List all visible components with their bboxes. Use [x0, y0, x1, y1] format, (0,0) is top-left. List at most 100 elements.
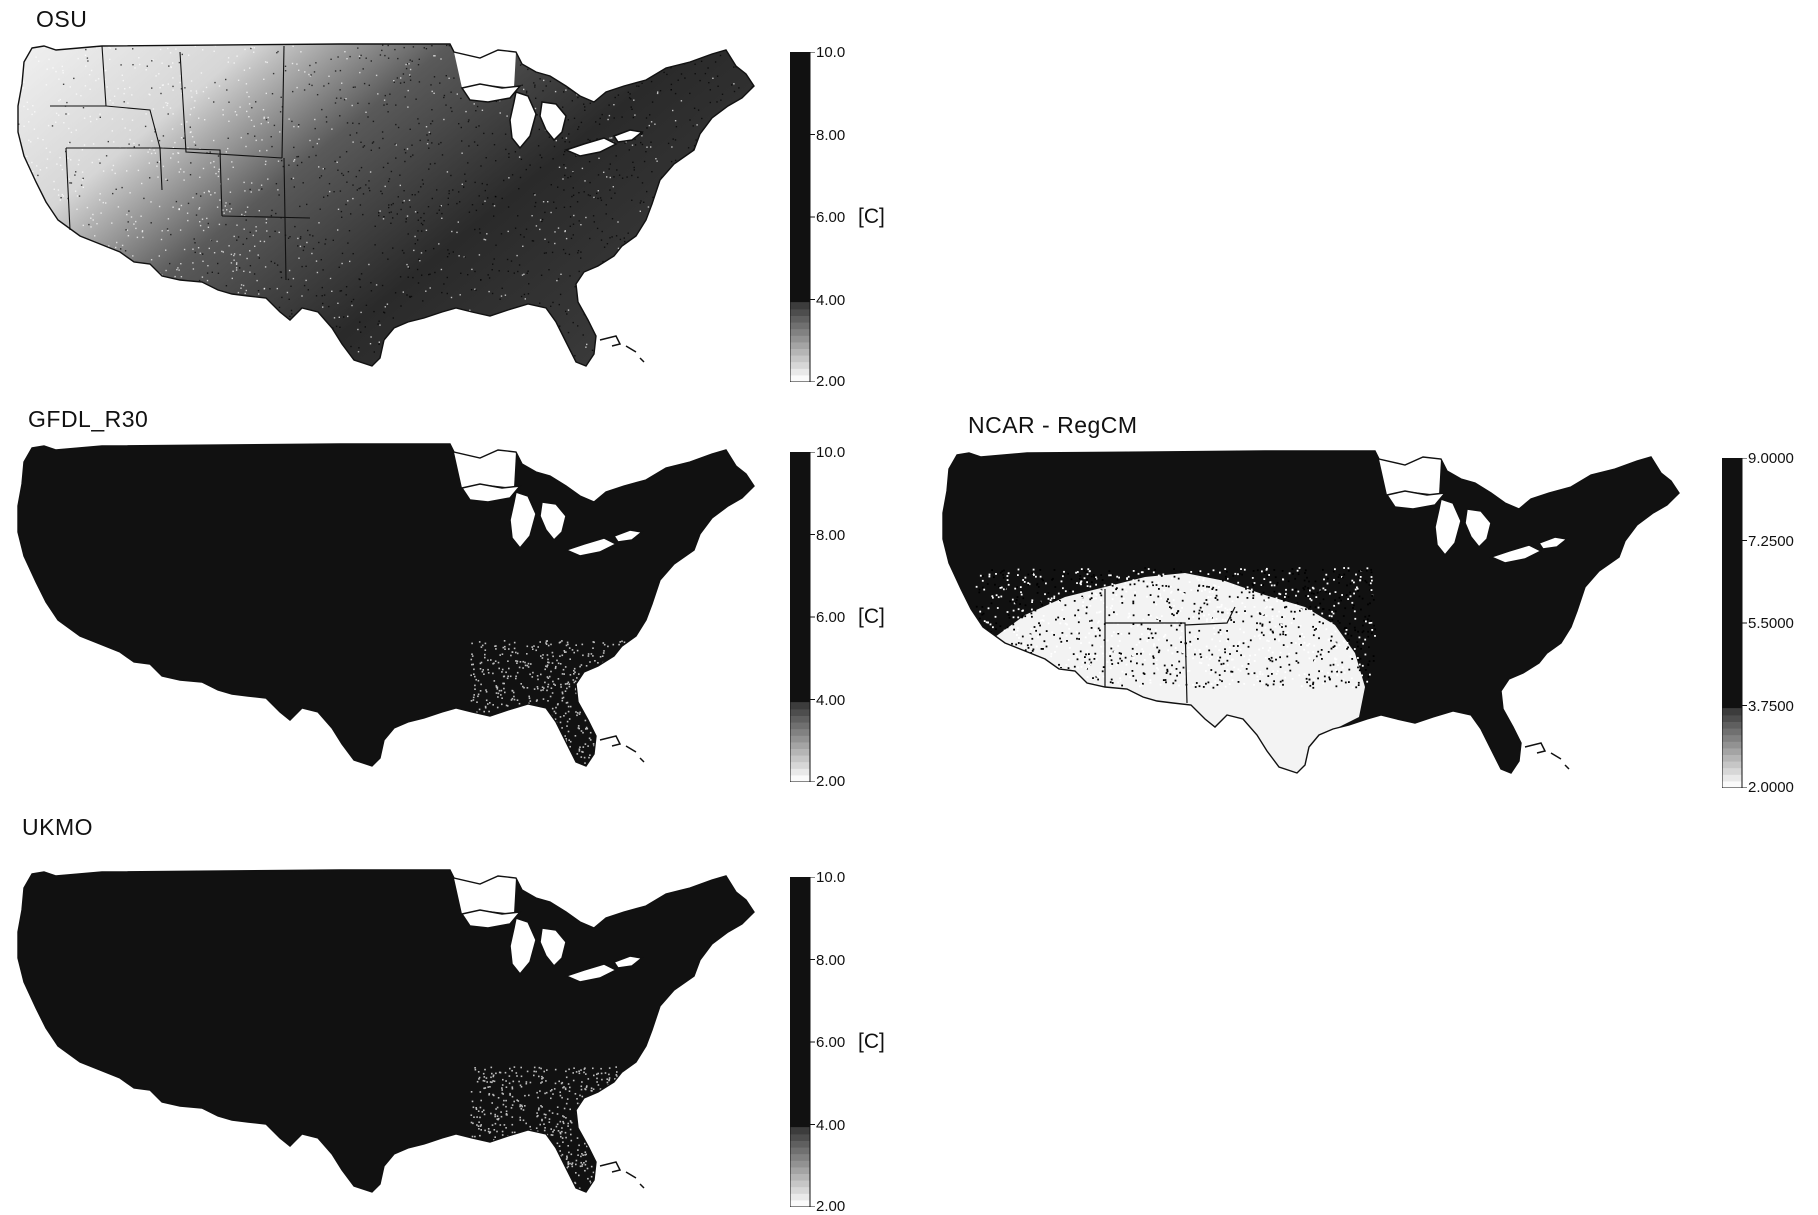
colorbar-step	[1722, 741, 1742, 749]
colorbar-step	[790, 1200, 810, 1207]
colorbar-step	[790, 1141, 810, 1149]
great-lake	[539, 501, 567, 542]
colorbar-step	[790, 735, 810, 743]
colorbar-unit: [C]	[858, 605, 885, 628]
great-lake	[563, 537, 618, 557]
colorbar: 9.0000 7.2500 5.5000 3.7500 2.0000	[1722, 451, 1818, 795]
colorbar-step	[790, 1187, 810, 1195]
colorbar-tick-label: 4.00	[816, 291, 846, 309]
state-border	[281, 45, 285, 159]
colorbar-dark	[790, 877, 810, 1128]
panel-title: NCAR - RegCM	[968, 412, 1138, 438]
colorbar-step	[790, 1154, 810, 1162]
colorbar-step	[790, 1127, 810, 1135]
great-lake	[539, 927, 567, 968]
colorbar-tick-label: 2.00	[816, 373, 846, 390]
state-border	[105, 105, 161, 149]
great-lake	[1537, 536, 1569, 550]
colorbar: 10.0 8.00 6.00 4.00 2.00 [C]	[790, 445, 890, 789]
colorbar-tick-label: 8.00	[816, 951, 846, 969]
map-fill	[18, 44, 754, 366]
colorbar-step	[1722, 748, 1742, 756]
florida-keys	[599, 1161, 645, 1189]
us-outline	[17, 443, 755, 767]
map-fill	[18, 870, 754, 1192]
colorbar-step	[790, 309, 810, 317]
colorbar-step	[1722, 728, 1742, 736]
colorbar-step	[790, 749, 810, 757]
shaded-region	[18, 444, 754, 766]
colorbar-step	[790, 368, 810, 376]
colorbar-step	[790, 722, 810, 730]
colorbar-bar	[790, 877, 815, 1207]
colorbar-tick-label: 4.00	[816, 691, 846, 709]
shaded-region	[18, 44, 754, 366]
colorbar-step	[790, 375, 810, 382]
colorbar-tick-label: 10.0	[816, 44, 846, 61]
great-lake	[1464, 508, 1492, 549]
colorbar-tick-label: 2.00	[816, 773, 846, 790]
great-lake	[1434, 498, 1462, 557]
colorbar-step	[790, 302, 810, 310]
colorbar-step	[790, 775, 810, 782]
state-border	[283, 157, 287, 281]
us-outline	[17, 43, 755, 367]
colorbar-dark	[790, 452, 810, 703]
colorbar-step	[790, 1160, 810, 1168]
great-lake	[563, 137, 618, 157]
great-lake	[460, 909, 522, 929]
colorbar-step	[790, 716, 810, 724]
colorbar-tick-label: 10.0	[816, 444, 846, 461]
us-outline	[17, 869, 755, 1193]
colorbar-dark	[1722, 458, 1742, 709]
state-border	[179, 51, 283, 159]
us-map	[17, 443, 755, 767]
panel-title: GFDL_R30	[28, 406, 149, 432]
us-map	[17, 43, 755, 367]
colorbar-unit: [C]	[858, 205, 885, 228]
colorbar-tick-label: 6.00	[816, 1034, 846, 1051]
colorbar-tick-label: 8.00	[816, 126, 846, 144]
great-lake	[612, 529, 644, 543]
panel-title: OSU	[36, 6, 88, 32]
great-lake	[563, 963, 618, 983]
colorbar-step	[790, 742, 810, 750]
colorbar-step	[790, 316, 810, 324]
colorbar-tick-label: 4.00	[816, 1116, 846, 1134]
colorbar-tick-label: 6.00	[816, 209, 846, 226]
colorbar-step	[1722, 715, 1742, 723]
florida-keys	[599, 735, 645, 763]
colorbar-step	[1722, 735, 1742, 743]
panel-title: UKMO	[22, 814, 93, 840]
great-lake	[509, 491, 537, 550]
great-lake	[1385, 490, 1447, 510]
colorbar-step	[790, 1147, 810, 1155]
colorbar-step	[790, 342, 810, 350]
colorbar-bar	[790, 452, 815, 782]
colorbar-step	[790, 729, 810, 737]
map-fill	[943, 451, 1679, 773]
colorbar-tick-label: 6.00	[816, 609, 846, 626]
state-border	[65, 147, 71, 231]
us-outline	[942, 450, 1680, 774]
colorbar-step	[1722, 781, 1742, 788]
colorbar-step	[790, 755, 810, 763]
colorbar-step	[790, 762, 810, 770]
great-lake	[612, 955, 644, 969]
colorbar-step	[1722, 722, 1742, 730]
state-border	[159, 147, 223, 217]
colorbar-tick-label: 2.0000	[1748, 779, 1794, 796]
great-lake	[460, 83, 522, 103]
florida-keys	[1524, 742, 1570, 770]
colorbar-tick-label: 7.2500	[1748, 532, 1794, 550]
colorbar-bar	[1722, 458, 1747, 788]
state-borders	[1104, 589, 1236, 704]
colorbar-tick-label: 9.0000	[1748, 450, 1794, 467]
colorbar-step	[790, 355, 810, 363]
colorbar-step	[790, 329, 810, 337]
colorbar-step	[790, 1180, 810, 1188]
colorbar-step	[790, 322, 810, 330]
great-lake	[509, 91, 537, 150]
great-lake	[460, 483, 522, 503]
great-lake	[612, 129, 644, 143]
